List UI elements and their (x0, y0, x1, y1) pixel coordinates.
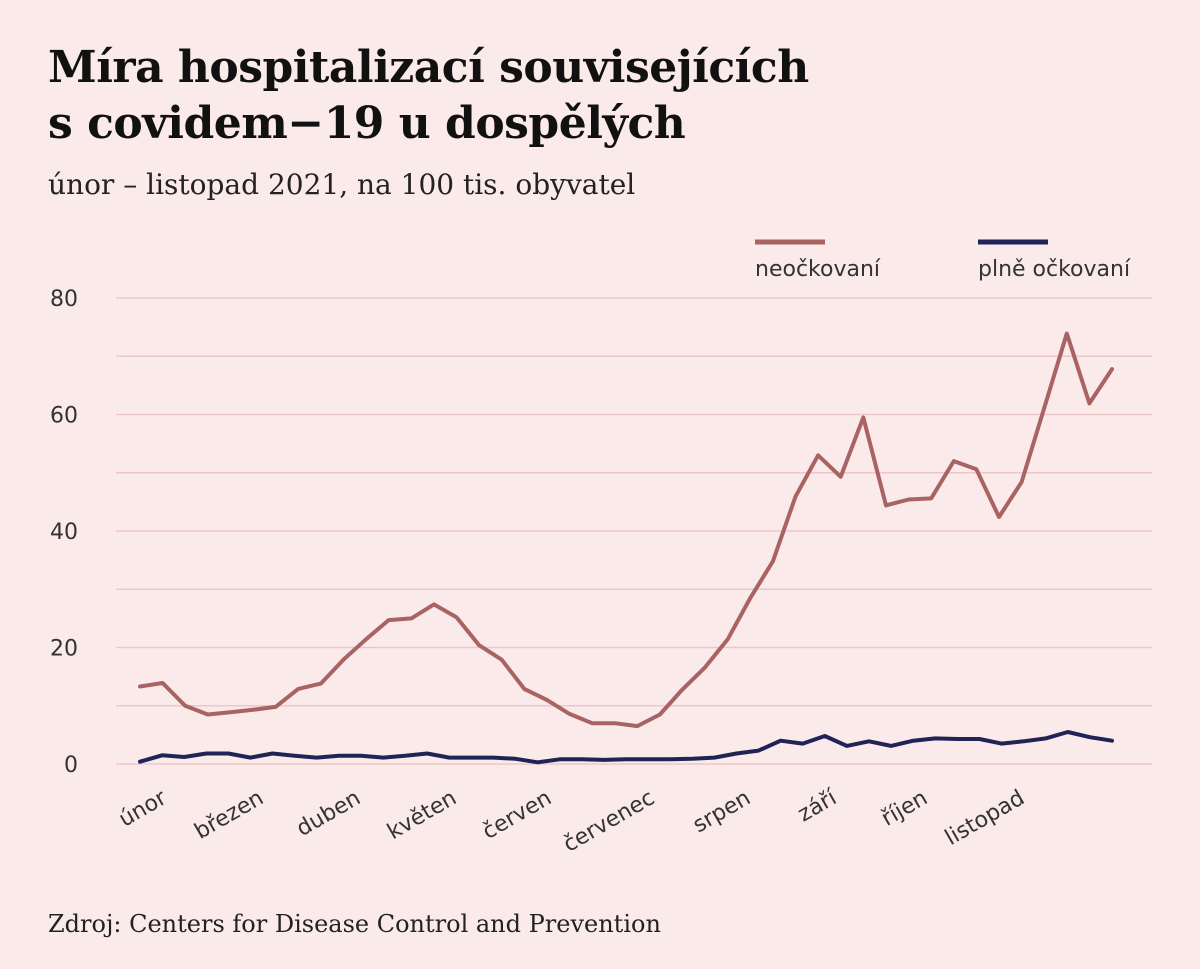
chart-title-line2: s covidem−19 u dospělých (48, 98, 686, 149)
line-chart: 0 20 40 60 80 únor březen duben květen červen čer… (50, 239, 1152, 858)
x-tick-label: říjen (877, 786, 932, 832)
x-tick-label: březen (190, 786, 268, 845)
y-tick-label: 0 (64, 753, 78, 778)
y-tick-label: 40 (50, 520, 78, 545)
source-note: Zdroj: Centers for Disease Control and P… (48, 910, 661, 938)
x-tick-label: listopad (941, 786, 1029, 851)
y-tick-label: 60 (50, 404, 78, 429)
x-tick-label: září (794, 785, 842, 827)
chart-title-line1: Míra hospitalizací souvisejících (48, 42, 809, 93)
y-axis-ticks: 0 20 40 60 80 (50, 287, 78, 778)
x-tick-label: červenec (559, 786, 659, 858)
gridlines (116, 297, 1152, 765)
x-tick-label: srpen (689, 786, 755, 839)
chart-subtitle: únor – listopad 2021, na 100 tis. obyvat… (48, 168, 636, 201)
x-tick-label: červen (478, 786, 556, 845)
series-line-neockovani (138, 331, 1114, 729)
x-tick-label: květen (383, 786, 461, 845)
series-line-plne-ockovani (138, 730, 1114, 765)
series-lines (138, 331, 1114, 765)
y-tick-label: 80 (50, 287, 78, 312)
x-tick-label: duben (292, 786, 365, 842)
chart-title: Míra hospitalizací souvisejících s covid… (48, 40, 809, 152)
y-tick-label: 20 (50, 637, 78, 662)
x-axis-ticks: únor březen duben květen červen červenec srpen… (115, 785, 1029, 858)
legend: neočkovaní plně očkovaní (755, 239, 1131, 282)
legend-label: plně očkovaní (978, 257, 1131, 282)
x-tick-label: únor (115, 785, 172, 832)
legend-label: neočkovaní (755, 257, 881, 282)
